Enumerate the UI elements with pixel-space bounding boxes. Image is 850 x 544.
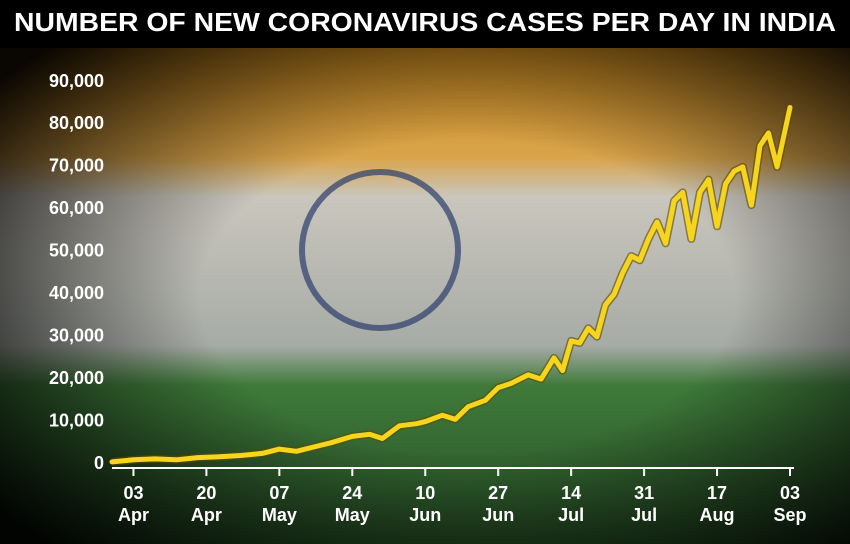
y-tick-label: 40,000 [49, 283, 104, 303]
x-tick-label: 17 Aug [700, 483, 735, 525]
x-tick-label: 31 Jul [631, 483, 657, 525]
plot: 0 10,000 20,000 30,000 40,000 50,000 60,000 70,… [49, 71, 807, 525]
x-tick-label: 20 Apr [191, 483, 222, 525]
x-tick-label: 10 Jun [409, 483, 441, 525]
x-tick-label: 14 Jul [558, 483, 584, 525]
x-tick-label: 03 Apr [118, 483, 149, 525]
y-tick-label: 0 [94, 453, 104, 473]
y-tick-label: 80,000 [49, 113, 104, 133]
series-line [109, 105, 793, 465]
y-tick-label: 70,000 [49, 156, 104, 176]
y-tick-label: 90,000 [49, 71, 104, 91]
x-tick-label: 07 May [262, 483, 297, 525]
x-tick-label: 24 May [335, 483, 370, 525]
chart-title: NUMBER OF NEW CORONAVIRUS CASES PER DAY … [14, 7, 836, 37]
y-tick-label: 10,000 [49, 410, 104, 430]
y-tick-label: 20,000 [49, 368, 104, 388]
x-tick-label: 03 Sep [773, 483, 806, 525]
y-tick-label: 60,000 [49, 198, 104, 218]
y-tick-label: 50,000 [49, 241, 104, 261]
x-tick-label: 27 Jun [482, 483, 514, 525]
y-tick-label: 30,000 [49, 325, 104, 345]
